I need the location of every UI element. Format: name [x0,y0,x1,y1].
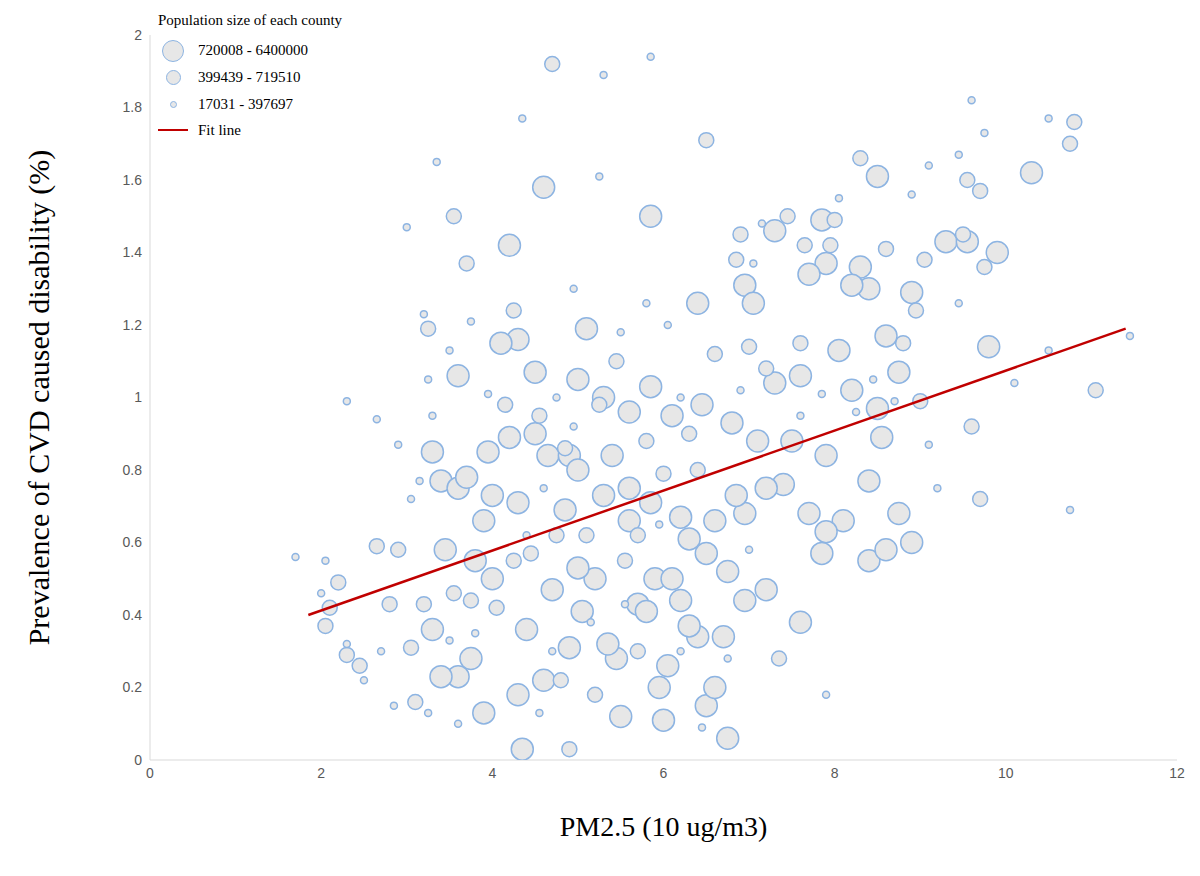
svg-text:1.8: 1.8 [123,99,143,115]
svg-text:0.6: 0.6 [123,534,143,550]
html-text:Population size of each county: Population size of each county [158,12,343,28]
svg-text:2: 2 [317,765,325,781]
svg-text:1.2: 1.2 [123,317,143,333]
svg-text:4: 4 [488,765,496,781]
svg-text:0: 0 [134,752,142,768]
html-text:720008 - 6400000: 720008 - 6400000 [198,42,308,58]
svg-text:0.8: 0.8 [123,462,143,478]
svg-text:1: 1 [134,389,142,405]
svg-text:12: 12 [1169,765,1185,781]
svg-text:0: 0 [146,765,154,781]
svg-text:0.2: 0.2 [123,679,143,695]
html-text:17031 - 397697: 17031 - 397697 [198,96,293,112]
svg-text:1.4: 1.4 [123,244,143,260]
svg-text:6: 6 [660,765,668,781]
svg-text:PM2.5 (10 ug/m3): PM2.5 (10 ug/m3) [560,811,768,842]
svg-text:2: 2 [134,27,142,43]
svg-text:1.6: 1.6 [123,172,143,188]
html-text:Fit line: Fit line [198,121,241,138]
svg-text:8: 8 [831,765,839,781]
svg-text:Prevalence of CVD caused disab: Prevalence of CVD caused disability (%) [22,150,56,646]
html-text:399439 - 719510: 399439 - 719510 [198,69,301,85]
svg-text:10: 10 [998,765,1014,781]
svg-text:0.4: 0.4 [123,607,143,623]
